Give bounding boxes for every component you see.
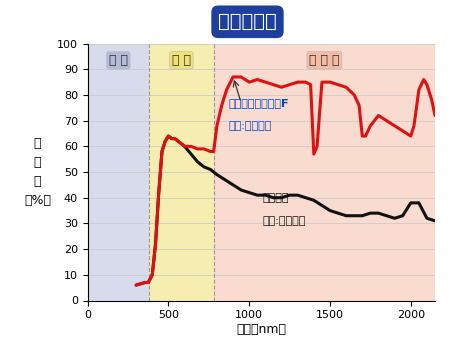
Text: （色:グレー）: （色:グレー） — [228, 121, 272, 131]
Text: 水性クールテクトF: 水性クールテクトF — [228, 98, 289, 108]
X-axis label: 波長（nm）: 波長（nm） — [236, 323, 286, 336]
Text: 汎用塗料: 汎用塗料 — [262, 193, 288, 203]
Text: 近 赤 外: 近 赤 外 — [309, 54, 340, 67]
Bar — [88, 44, 149, 300]
Bar — [214, 44, 435, 300]
Y-axis label: 反
射
率
（%）: 反 射 率 （%） — [24, 137, 51, 207]
Text: （色:グレー）: （色:グレー） — [262, 216, 306, 226]
Text: 可 視: 可 視 — [172, 54, 191, 67]
Bar — [149, 44, 214, 300]
Text: 紫 外: 紫 外 — [109, 54, 128, 67]
Text: 分光反射率: 分光反射率 — [218, 12, 277, 31]
